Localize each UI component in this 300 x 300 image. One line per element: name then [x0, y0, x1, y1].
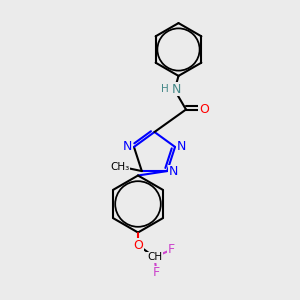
Text: O: O	[133, 238, 143, 252]
Text: F: F	[153, 266, 160, 280]
Text: CH₃: CH₃	[111, 162, 130, 172]
Text: N: N	[177, 140, 186, 152]
Text: CH: CH	[147, 252, 162, 262]
Text: N: N	[171, 82, 181, 96]
Text: O: O	[199, 103, 209, 116]
Text: H: H	[161, 84, 169, 94]
Text: F: F	[167, 243, 175, 256]
Text: N: N	[123, 140, 132, 152]
Text: N: N	[169, 166, 178, 178]
